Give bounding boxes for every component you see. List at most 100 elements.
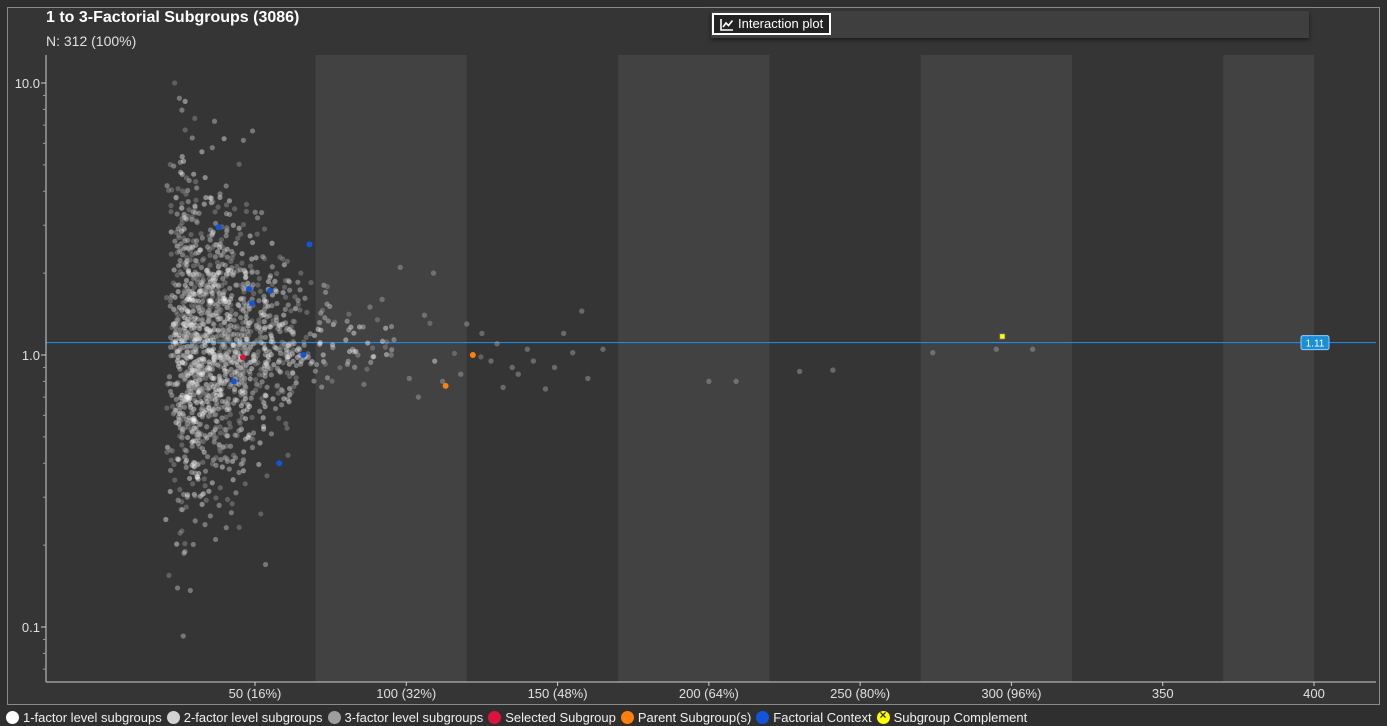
cloud-point bbox=[232, 455, 238, 461]
cloud-point bbox=[247, 371, 253, 377]
context-point-3[interactable] bbox=[267, 287, 274, 294]
factor3-point-6[interactable] bbox=[600, 346, 606, 352]
cloud-point bbox=[185, 308, 191, 315]
factor3-point-5[interactable] bbox=[585, 375, 591, 382]
cloud-point bbox=[245, 401, 251, 408]
factor3-point-13[interactable] bbox=[488, 358, 494, 364]
factor3-point-15[interactable] bbox=[430, 270, 437, 276]
cloud-point bbox=[172, 339, 179, 345]
factor3-point-3[interactable] bbox=[570, 349, 576, 356]
context-point-6[interactable] bbox=[276, 460, 283, 467]
context-point-2[interactable] bbox=[248, 300, 255, 307]
complement-point[interactable] bbox=[999, 333, 1006, 340]
cloud-point bbox=[206, 302, 212, 308]
factor3-point-28[interactable] bbox=[379, 296, 385, 303]
factor3-point-34[interactable] bbox=[515, 371, 521, 377]
cloud-point bbox=[364, 366, 370, 372]
factor3-point-18[interactable] bbox=[542, 386, 549, 392]
interaction-plot-button[interactable]: Interaction plot bbox=[712, 13, 832, 35]
cloud-point bbox=[261, 346, 267, 352]
selected-point-0[interactable] bbox=[239, 354, 246, 361]
cloud-point bbox=[221, 341, 228, 347]
cloud-point bbox=[245, 347, 251, 353]
cloud-point bbox=[183, 416, 189, 423]
factor3-point-24[interactable] bbox=[930, 349, 936, 356]
cloud-point bbox=[217, 241, 223, 247]
factor3-point-17[interactable] bbox=[415, 394, 422, 400]
cloud-point bbox=[223, 370, 229, 376]
context-point-4[interactable] bbox=[306, 241, 313, 248]
factor3-point-10[interactable] bbox=[458, 371, 464, 377]
factor3-point-25[interactable] bbox=[993, 346, 999, 352]
factor3-point-31[interactable] bbox=[355, 352, 361, 358]
cloud-point bbox=[174, 316, 181, 322]
factor3-point-12[interactable] bbox=[479, 330, 485, 337]
cloud-point bbox=[179, 429, 186, 435]
cloud-point bbox=[242, 384, 248, 390]
legend-item-factor2[interactable]: 2-factor level subgroups bbox=[166, 710, 323, 725]
context-point-1[interactable] bbox=[245, 285, 252, 292]
factor3-point-30[interactable] bbox=[406, 375, 413, 382]
cloud-point bbox=[174, 272, 180, 278]
factor3-point-19[interactable] bbox=[551, 364, 558, 371]
factor3-point-32[interactable] bbox=[361, 381, 367, 388]
factor3-point-20[interactable] bbox=[706, 378, 712, 385]
cloud-point bbox=[184, 187, 191, 194]
factor3-point-33[interactable] bbox=[500, 384, 506, 391]
cloud-point bbox=[219, 282, 225, 288]
cloud-point bbox=[193, 331, 199, 337]
cloud-point bbox=[184, 390, 190, 396]
cloud-point bbox=[225, 433, 231, 439]
legend-item-parent[interactable]: Parent Subgroup(s) bbox=[620, 710, 751, 725]
cloud-point bbox=[256, 372, 262, 378]
cloud-point bbox=[261, 255, 268, 262]
context-point-0[interactable] bbox=[215, 224, 222, 231]
cloud-point bbox=[207, 329, 213, 335]
cloud-point bbox=[217, 379, 223, 385]
factor3-point-22[interactable] bbox=[796, 368, 803, 375]
cloud-point bbox=[262, 303, 268, 309]
context-point-7[interactable] bbox=[230, 378, 237, 385]
factor3-point-29[interactable] bbox=[388, 352, 394, 358]
cloud-point bbox=[190, 276, 197, 282]
cloud-point bbox=[280, 321, 286, 327]
cloud-point bbox=[214, 400, 220, 407]
cloud-point bbox=[174, 382, 180, 388]
legend-item-factor3[interactable]: 3-factor level subgroups bbox=[327, 710, 483, 725]
cloud-point bbox=[197, 387, 203, 393]
cloud-point bbox=[197, 412, 203, 418]
factor3-point-9[interactable] bbox=[464, 321, 470, 327]
cloud-point bbox=[190, 209, 196, 215]
cloud-point bbox=[179, 372, 185, 378]
context-point-5[interactable] bbox=[300, 352, 307, 358]
cloud-point bbox=[215, 316, 221, 323]
factor3-point-27[interactable] bbox=[367, 304, 373, 310]
cloud-point bbox=[188, 354, 194, 360]
factor3-point-2[interactable] bbox=[560, 330, 567, 337]
legend-item-complement[interactable]: Subgroup Complement bbox=[876, 708, 1027, 725]
factor3-point-16[interactable] bbox=[397, 264, 403, 271]
factor3-point-14[interactable] bbox=[421, 312, 428, 318]
cloud-point bbox=[202, 433, 208, 439]
legend-item-selected[interactable]: Selected Subgroup bbox=[488, 710, 616, 725]
factor3-point-8[interactable] bbox=[530, 358, 537, 364]
factor3-point-11[interactable] bbox=[439, 378, 446, 385]
factor3-point-4[interactable] bbox=[579, 308, 585, 314]
cloud-point bbox=[265, 303, 271, 309]
factor3-point-0[interactable] bbox=[494, 341, 500, 347]
factor3-point-1[interactable] bbox=[524, 346, 531, 352]
cloud-point bbox=[261, 365, 267, 372]
parent-point-0[interactable] bbox=[442, 382, 449, 389]
cloud-point bbox=[290, 318, 296, 324]
factor3-point-21[interactable] bbox=[733, 378, 739, 385]
cloud-point bbox=[283, 346, 290, 353]
legend-item-context[interactable]: Factorial Context bbox=[756, 710, 872, 725]
cloud-point bbox=[286, 385, 293, 392]
legend-item-factor1[interactable]: 1-factor level subgroups bbox=[6, 710, 162, 725]
factor3-point-26[interactable] bbox=[1029, 346, 1036, 352]
cloud-point bbox=[280, 389, 286, 395]
parent-point-1[interactable] bbox=[469, 352, 476, 358]
factor3-point-23[interactable] bbox=[830, 367, 836, 373]
factor3-point-7[interactable] bbox=[509, 364, 515, 371]
